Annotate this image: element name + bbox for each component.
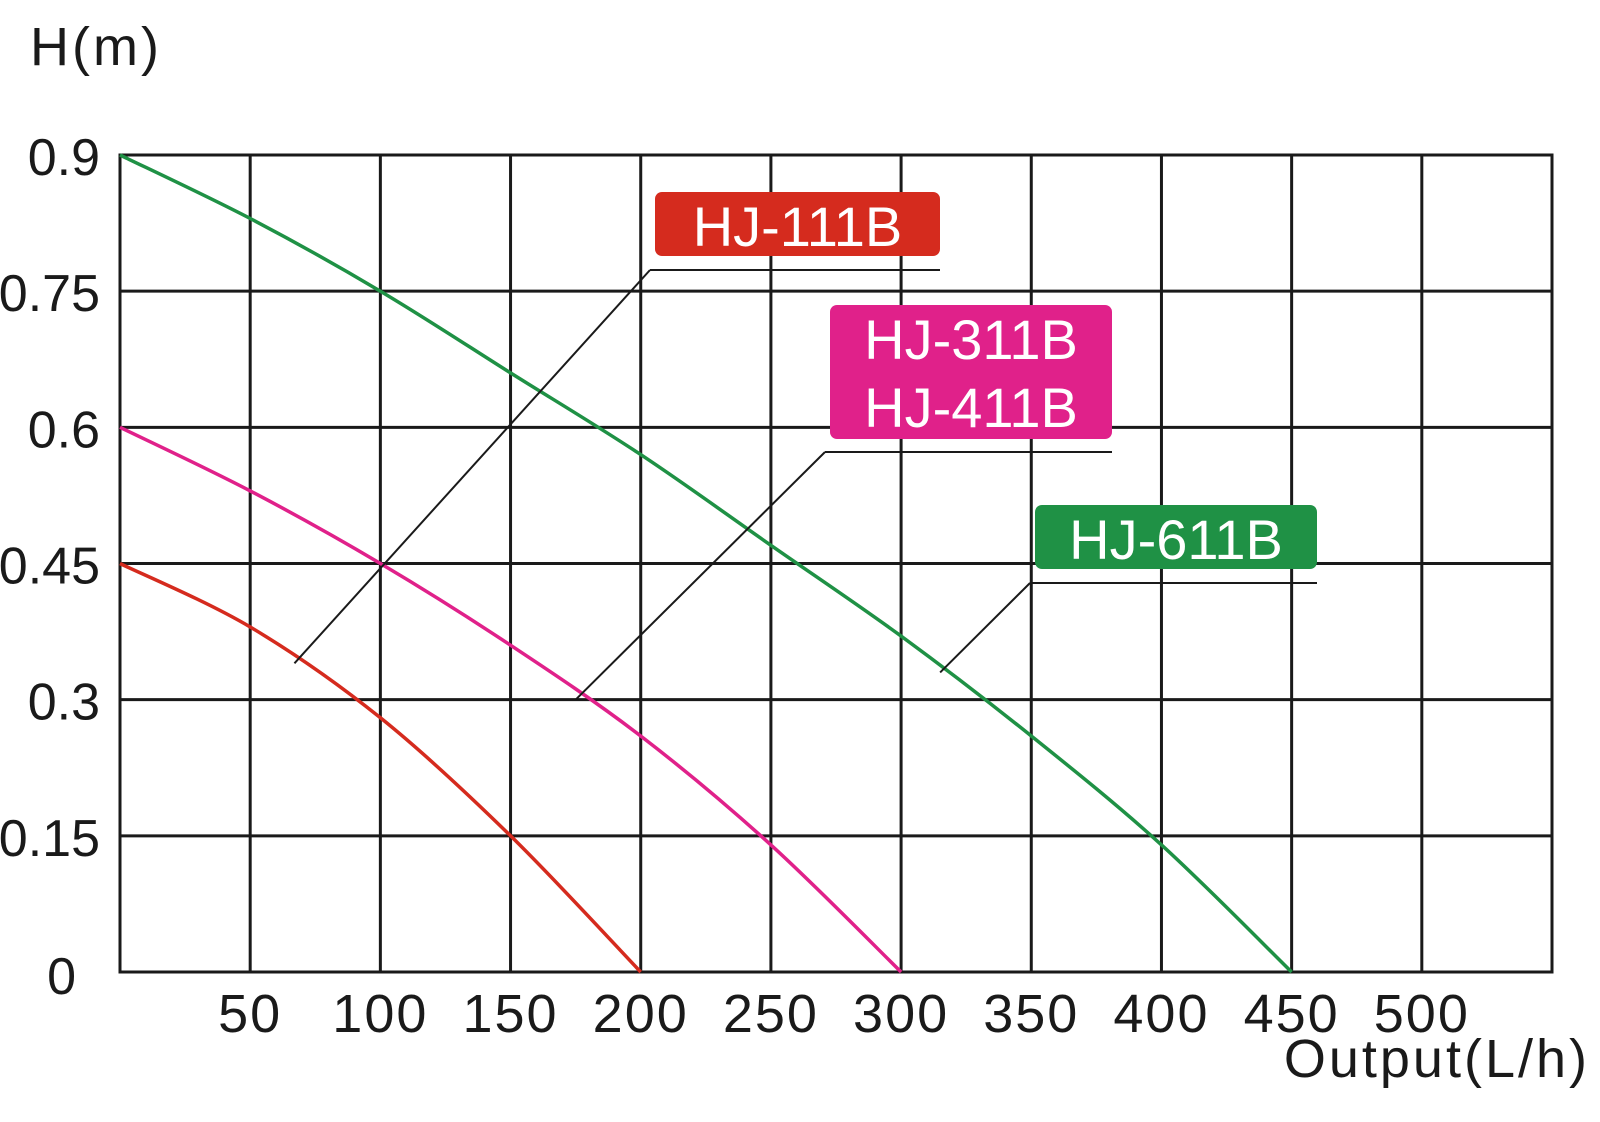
x-tick-label: 350 [983,984,1079,1044]
y-tick-label: 0.6 [28,401,100,459]
model-label-box [655,192,940,256]
series-line [119,561,642,974]
x-tick-label: 150 [462,984,558,1044]
y-tick-label: 0.9 [28,129,100,187]
model-label-text: HJ-411B [864,376,1078,439]
performance-curves [119,153,1293,974]
y-tick-label: 0.3 [28,674,100,732]
model-label-text: HJ-311B [864,308,1078,371]
y-tick-label: 0.75 [0,265,100,323]
x-axis-ticks: 50 100 150 200 250 300 350 400 450 500 [218,984,1470,1044]
y-axis-label: H(m) [30,17,162,77]
x-tick-label: 400 [1113,984,1209,1044]
series-line [119,425,903,974]
series-line [119,153,1293,974]
leader-line [574,451,826,701]
x-tick-label: 300 [853,984,949,1044]
x-tick-label: 200 [593,984,689,1044]
x-tick-label: 250 [723,984,819,1044]
model-label-box [830,305,1112,439]
leader-line [939,582,1031,674]
model-label-text: HJ-111B [693,195,903,258]
x-tick-label: 450 [1244,984,1340,1044]
y-tick-label: 0 [47,948,76,1006]
y-tick-label: 0.45 [0,538,100,596]
model-label-text: HJ-611B [1069,508,1283,571]
grid [118,153,1554,974]
y-axis-ticks: 0 0.15 0.3 0.45 0.6 0.75 0.9 [0,129,100,1006]
y-tick-label: 0.15 [0,810,100,868]
x-tick-label: 100 [332,984,428,1044]
x-tick-label: 500 [1374,984,1470,1044]
model-label-box [1035,505,1317,569]
label-leader-lines [293,269,1317,701]
leader-line [293,269,651,665]
x-axis-label: Output(L/h) [1284,1029,1590,1089]
x-tick-label: 50 [218,984,282,1044]
